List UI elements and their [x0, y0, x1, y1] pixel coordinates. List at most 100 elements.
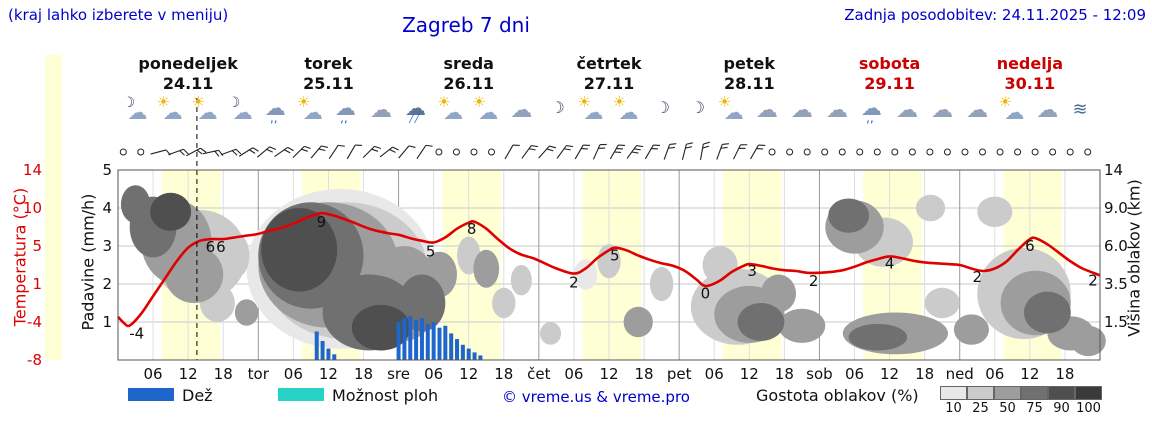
cloud-icon: ☁	[892, 98, 922, 132]
day-date: 30.11	[1004, 74, 1056, 93]
moon-glyph: ☽	[550, 98, 565, 117]
temperature-axis-title: Temperatura (°C)	[10, 187, 30, 327]
wind-barb-icon	[238, 147, 259, 157]
rain-bar	[402, 318, 407, 360]
rain-bar	[466, 348, 471, 360]
sun-cloud-icon: ☀ ☁	[576, 93, 606, 132]
x-tick-12: 12	[880, 365, 900, 383]
cloud-height-axis-title: Višina oblakov (km)	[1124, 179, 1144, 337]
day-header-nedelja: nedelja	[996, 54, 1063, 73]
cloud-blob	[164, 246, 224, 303]
temp-axis-tick: 14	[22, 161, 42, 179]
sun-cloud-icon: ☀ ☁	[997, 93, 1027, 132]
wind-calm-icon	[137, 148, 145, 156]
wind-barb-icon	[346, 144, 362, 160]
cloud-drizzle-glyph: ‚‚	[866, 111, 874, 125]
cloud-height-axis-tick: 6.0	[1104, 237, 1128, 255]
left-margin-strip	[45, 55, 62, 360]
cloud-glyph: ☁	[1036, 98, 1059, 123]
sun-cloud-glyph: ☀	[717, 93, 732, 111]
density-swatch-75	[1021, 386, 1048, 400]
rain-axis-tick: 3	[102, 237, 112, 255]
wind-barb-icon	[732, 144, 748, 160]
cloud-blob	[623, 306, 653, 338]
cloud-density-label: Gostota oblakov (%)	[756, 386, 919, 405]
cloud-glyph: ☁	[790, 98, 813, 123]
x-tick-18: 18	[634, 365, 654, 383]
rain-axis-title: Padavine (mm/h)	[78, 193, 98, 331]
temp-value-label: 6	[206, 238, 216, 256]
sun-cloud-glyph: ☁	[162, 100, 183, 124]
cloud-icon: ☁	[506, 98, 536, 132]
copyright-link[interactable]: © vreme.us & vreme.pro	[502, 388, 690, 406]
density-value-100: 100	[1076, 401, 1101, 416]
cloud-blob	[510, 265, 532, 296]
moon-cloud-glyph: ☽	[122, 95, 136, 111]
cloud-height-axis-tick: 9.0	[1104, 199, 1128, 217]
x-tick-06: 06	[985, 365, 1005, 383]
density-value-50: 50	[999, 401, 1016, 416]
cloud-blob	[220, 232, 250, 279]
x-tick-18: 18	[915, 365, 935, 383]
temp-value-label: 3	[747, 262, 757, 280]
wind-calm-icon	[821, 148, 829, 156]
wind-calm-icon	[803, 148, 811, 156]
wind-calm-icon	[1014, 148, 1022, 156]
day-header-ponedeljek: ponedeljek	[138, 54, 238, 73]
day-header-sobota: sobota	[858, 54, 921, 73]
x-tick-18: 18	[494, 365, 514, 383]
cloud-drizzle-glyph: ☁	[264, 96, 286, 120]
cloud-height-axis-tick: 1.5	[1104, 313, 1128, 331]
wind-barb-icon	[609, 144, 626, 160]
sun-cloud-glyph: ☀	[998, 93, 1012, 111]
day-date: 28.11	[723, 74, 775, 93]
density-swatch-100	[1075, 386, 1102, 400]
x-tick-12: 12	[318, 365, 338, 383]
wind-barb-icon	[716, 143, 729, 160]
rain-bar	[332, 354, 337, 360]
cloud-blob	[573, 259, 598, 290]
rain-bar	[396, 322, 401, 360]
rain-bar	[431, 322, 436, 360]
cloud-blob	[977, 196, 1013, 227]
menu-hint: (kraj lahko izberete v meniju)	[8, 6, 229, 24]
rain-bar	[326, 348, 331, 360]
moon-icon: ☽	[647, 98, 677, 132]
sun-cloud-glyph: ☀	[577, 93, 591, 111]
rain-bar	[437, 327, 442, 360]
rain-bar	[455, 339, 460, 360]
wind-calm-icon	[435, 148, 443, 156]
wind-barb-icon	[556, 144, 574, 159]
wind-barb-icon	[150, 149, 171, 156]
wind-barb-icon	[274, 146, 294, 158]
temp-value-label: 6	[1025, 237, 1035, 255]
x-tick-sob: sob	[806, 365, 833, 383]
cloud-glyph: ☁	[825, 98, 848, 123]
wind-barb-icon	[202, 149, 224, 157]
day-date: 27.11	[583, 74, 635, 93]
temp-axis-tick: 5	[32, 237, 42, 255]
x-tick-06: 06	[283, 365, 303, 383]
sun-cloud-glyph: ☁	[443, 100, 464, 124]
temp-axis-tick: -8	[27, 351, 42, 369]
cloud-drizzle-glyph: ‚‚	[269, 111, 278, 125]
temp-value-label: 5	[426, 243, 436, 261]
rain-bar	[320, 341, 325, 360]
cloud-glyph: ☁	[966, 98, 989, 123]
wind-calm-icon	[856, 148, 864, 156]
cloud-glyph: ☁	[931, 98, 954, 123]
cloud-glyph: ☁	[370, 98, 393, 123]
page-title: Zagreb 7 dni	[402, 13, 530, 37]
x-tick-12: 12	[459, 365, 479, 383]
cloud-drizzle-icon: ☁ ‚‚	[261, 98, 291, 132]
density-swatch-10	[940, 386, 967, 400]
cloud-icon: ☁	[366, 98, 396, 132]
rain-axis-tick: 1	[102, 313, 112, 331]
wind-calm-icon	[1049, 148, 1057, 156]
wind-calm-icon	[908, 148, 916, 156]
cloud-rain-icon: ☁ ╱╱	[401, 98, 431, 132]
wind-barb-icon	[538, 145, 557, 159]
sun-cloud-icon: ☀ ☁	[717, 93, 747, 132]
day-date: 24.11	[162, 74, 214, 93]
